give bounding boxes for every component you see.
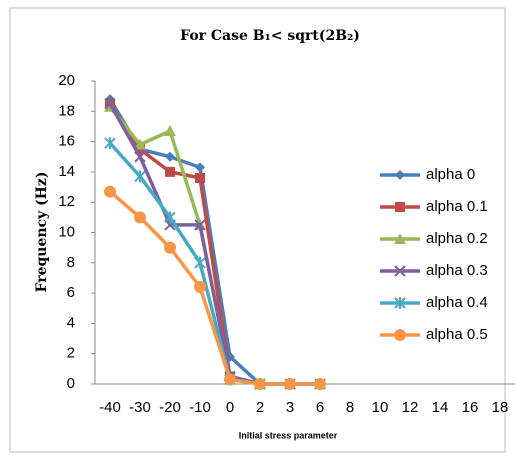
x-tick-label: 16: [462, 399, 479, 416]
legend-item: alpha 0.1: [380, 198, 488, 215]
marker: [395, 170, 405, 180]
x-tick-label: -10: [189, 399, 211, 416]
y-tick-label: 10: [58, 223, 75, 240]
x-tick-label: -30: [129, 399, 151, 416]
legend-label: alpha 0.4: [426, 294, 488, 311]
y-tick-label: 4: [67, 314, 75, 331]
marker: [195, 172, 205, 183]
marker: [164, 124, 176, 136]
legend-item: alpha 0.4: [380, 294, 488, 311]
y-tick-label: 6: [67, 284, 75, 301]
marker: [394, 233, 406, 244]
x-tick-label: 12: [402, 399, 419, 416]
marker: [224, 373, 236, 386]
legend-label: alpha 0.1: [426, 198, 488, 215]
legend-item: alpha 0: [380, 166, 475, 183]
legend-item: alpha 0.2: [380, 230, 488, 247]
legend-label: alpha 0.5: [426, 326, 488, 343]
y-tick-label: 0: [67, 375, 75, 392]
x-tick-label: 6: [316, 399, 324, 416]
legend-label: alpha 0: [426, 166, 475, 183]
y-tick-label: 8: [67, 254, 75, 271]
marker: [195, 162, 205, 173]
y-tick-label: 2: [67, 345, 75, 362]
chart-frame: [9, 7, 506, 453]
x-tick-label: 10: [372, 399, 389, 416]
y-axis-label: Frequency (Hz): [34, 172, 50, 293]
x-tick-label: 14: [432, 399, 449, 416]
y-tick-label: 14: [58, 163, 75, 180]
y-tick-label: 16: [58, 133, 75, 150]
y-tick-label: 12: [58, 193, 75, 210]
marker: [134, 151, 146, 163]
x-tick-label: 18: [492, 399, 509, 416]
x-tick-label: 3: [286, 399, 294, 416]
marker: [104, 185, 116, 198]
y-tick-label: 20: [58, 72, 75, 89]
marker: [194, 281, 206, 294]
y-tick-label: 18: [58, 102, 75, 119]
legend-label: alpha 0.3: [426, 262, 488, 279]
marker: [394, 297, 406, 309]
marker: [134, 170, 146, 183]
marker: [314, 378, 326, 390]
marker: [194, 256, 206, 269]
marker: [134, 211, 146, 224]
marker: [165, 166, 175, 177]
marker: [134, 138, 146, 150]
marker: [394, 329, 406, 341]
legend-item: alpha 0.3: [380, 262, 488, 279]
marker: [394, 265, 406, 277]
chart-title: For Case B₁< sqrt(2B₂): [180, 28, 360, 44]
x-tick-label: -20: [159, 399, 181, 416]
marker: [104, 137, 116, 150]
legend-label: alpha 0.2: [426, 230, 488, 247]
marker: [284, 378, 296, 390]
marker: [165, 151, 175, 162]
marker: [254, 378, 266, 390]
x-tick-label: 8: [346, 399, 354, 416]
x-tick-label: -40: [99, 399, 121, 416]
marker: [395, 202, 405, 212]
marker: [194, 219, 206, 231]
marker: [164, 211, 176, 224]
x-tick-label: 2: [256, 399, 264, 416]
marker: [164, 241, 176, 254]
legend-item: alpha 0.5: [380, 326, 488, 343]
x-tick-label: 0: [226, 399, 234, 416]
x-axis-label: Initial stress parameter: [239, 430, 338, 440]
marker: [104, 98, 116, 110]
